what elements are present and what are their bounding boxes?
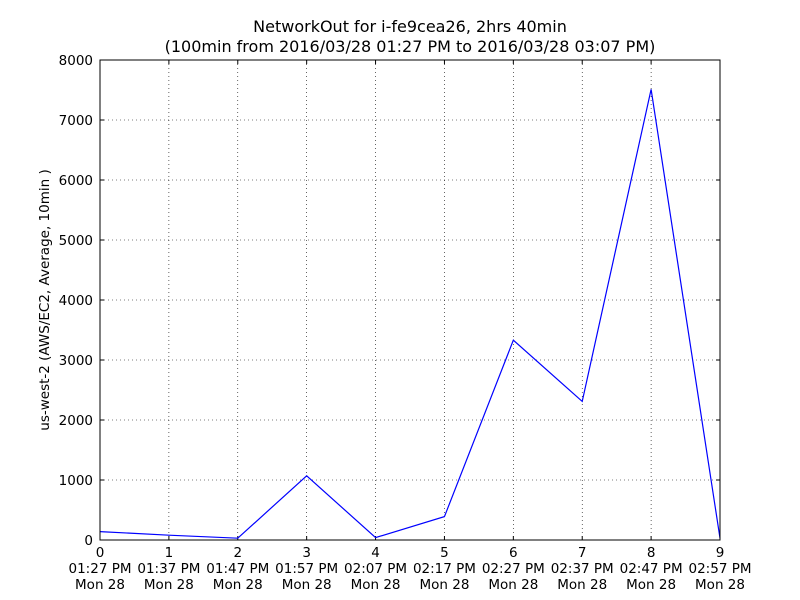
plot-frame [99, 59, 721, 541]
x-tick-label: 3 01:57 PM Mon 28 [275, 545, 338, 593]
x-tick-label-line: Mon 28 [695, 577, 745, 593]
y-tick-label: 6000 [59, 173, 93, 189]
x-tick-label-line: Mon 28 [213, 577, 263, 593]
x-tick-label-line: 01:27 PM [69, 561, 132, 577]
x-tick-label-line: Mon 28 [626, 577, 676, 593]
chart-subtitle: (100min from 2016/03/28 01:27 PM to 2016… [165, 37, 656, 56]
y-tick-label: 1000 [59, 473, 93, 489]
x-tick-label-line: 9 [716, 545, 725, 561]
x-tick-label: 7 02:37 PM Mon 28 [551, 545, 614, 593]
x-tick-label-line: 01:57 PM [275, 561, 338, 577]
x-tick-label-line: 4 [371, 545, 380, 561]
chart-title: NetworkOut for i-fe9cea26, 2hrs 40min [253, 17, 567, 36]
x-tick-label-line: Mon 28 [351, 577, 401, 593]
x-tick-label-line: 3 [302, 545, 311, 561]
y-tick-labels: 0 1000 2000 3000 4000 5000 6000 7000 8000 [59, 53, 93, 549]
x-tick-label-line: 2 [233, 545, 242, 561]
x-tick-label-line: 1 [165, 545, 174, 561]
grid-lines [100, 60, 720, 540]
x-tick-label: 4 02:07 PM Mon 28 [344, 545, 407, 593]
x-tick-label: 0 01:27 PM Mon 28 [69, 545, 132, 593]
x-tick-labels: 0 01:27 PM Mon 281 01:37 PM Mon 282 01:47 PM M… [69, 545, 752, 593]
x-tick-label-line: 01:37 PM [137, 561, 200, 577]
y-tick-label: 0 [84, 533, 93, 549]
x-tick-label: 6 02:27 PM Mon 28 [482, 545, 545, 593]
x-tick-label-line: 02:17 PM [413, 561, 476, 577]
y-tick-label: 2000 [59, 413, 93, 429]
x-tick-label-line: 02:07 PM [344, 561, 407, 577]
x-tick-label-line: Mon 28 [144, 577, 194, 593]
y-tick-label: 4000 [59, 293, 93, 309]
x-tick-label-line: Mon 28 [419, 577, 469, 593]
x-tick-label-line: 8 [647, 545, 656, 561]
x-tick-label: 5 02:17 PM Mon 28 [413, 545, 476, 593]
x-tick-label: 9 02:57 PM Mon 28 [689, 545, 752, 593]
x-tick-label-line: 0 [96, 545, 105, 561]
x-tick-label-line: 01:47 PM [206, 561, 269, 577]
x-tick-label-line: Mon 28 [75, 577, 125, 593]
x-tick-label-line: 6 [509, 545, 518, 561]
x-tick-label: 8 02:47 PM Mon 28 [620, 545, 683, 593]
x-tick-label-line: Mon 28 [557, 577, 607, 593]
x-tick-label-line: Mon 28 [488, 577, 538, 593]
x-tick-label-line: 5 [440, 545, 449, 561]
x-tick-label: 2 01:47 PM Mon 28 [206, 545, 269, 593]
x-tick-label-line: 02:37 PM [551, 561, 614, 577]
x-tick-label-line: Mon 28 [282, 577, 332, 593]
x-tick-label-line: 02:57 PM [689, 561, 752, 577]
x-tick-label-line: 02:27 PM [482, 561, 545, 577]
y-tick-label: 7000 [59, 113, 93, 129]
x-tick-label-line: 02:47 PM [620, 561, 683, 577]
x-tick-label: 1 01:37 PM Mon 28 [137, 545, 200, 593]
y-axis-label: us-west-2 (AWS/EC2, Average, 10min ) [37, 169, 53, 430]
x-tick-label-line: 7 [578, 545, 587, 561]
series-line [99, 89, 721, 539]
y-tick-label: 8000 [59, 53, 93, 69]
y-tick-label: 3000 [59, 353, 93, 369]
y-tick-label: 5000 [59, 233, 93, 249]
